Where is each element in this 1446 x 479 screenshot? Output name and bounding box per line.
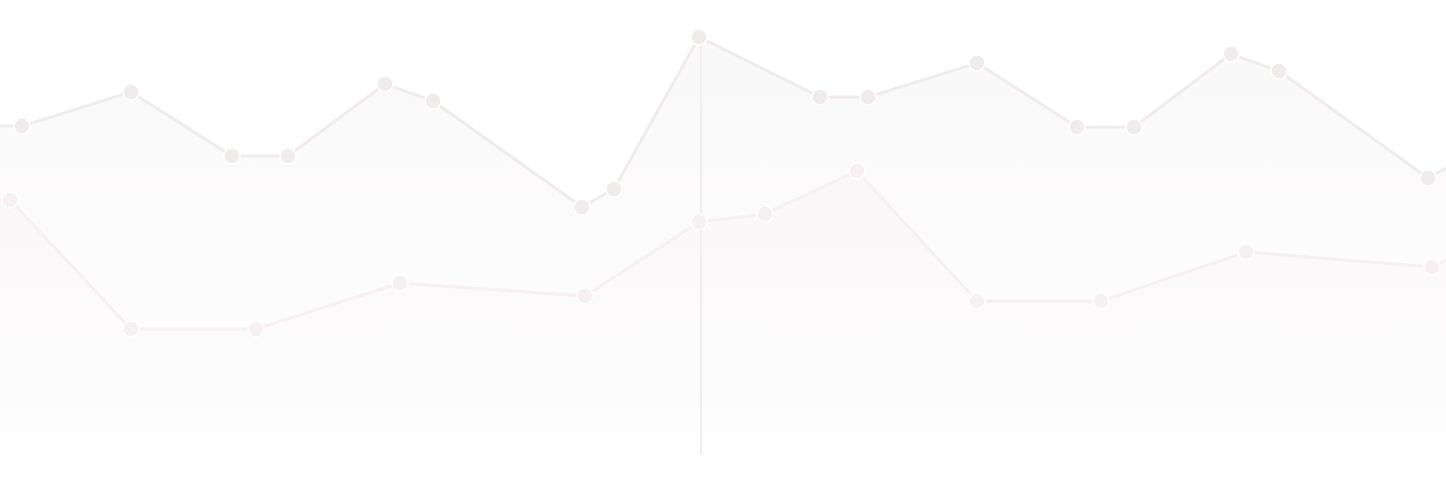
series-1-point-1[interactable] [122, 320, 140, 338]
series-0-point-11[interactable] [968, 54, 986, 72]
series-0-point-10[interactable] [859, 88, 877, 106]
series-0-point-13[interactable] [1125, 118, 1143, 136]
series-1-point-6[interactable] [756, 205, 774, 223]
series-0-point-14[interactable] [1222, 45, 1240, 63]
series-1-point-3[interactable] [391, 274, 409, 292]
series-0-point-5[interactable] [424, 92, 442, 110]
series-0-point-16[interactable] [1419, 169, 1437, 187]
series-1-point-4[interactable] [576, 287, 594, 305]
series-1-point-9[interactable] [1092, 292, 1110, 310]
series-0-point-9[interactable] [811, 88, 829, 106]
series-1-area [0, 171, 1446, 479]
series-0-point-0[interactable] [13, 117, 31, 135]
series-0-point-3[interactable] [279, 147, 297, 165]
series-0-point-4[interactable] [376, 75, 394, 93]
series-1-point-2[interactable] [247, 320, 265, 338]
series-0-point-1[interactable] [122, 83, 140, 101]
series-0-point-6[interactable] [573, 198, 591, 216]
series-1-point-5[interactable] [690, 213, 708, 231]
series-0-point-7[interactable] [605, 180, 623, 198]
series-1-line [0, 169, 1446, 331]
series-1-point-7[interactable] [848, 162, 866, 180]
series-1-point-0[interactable] [1, 191, 19, 209]
series-0-point-8[interactable] [690, 28, 708, 46]
series-1-point-10[interactable] [1237, 243, 1255, 261]
series-0-point-12[interactable] [1068, 118, 1086, 136]
series-0-point-15[interactable] [1270, 62, 1288, 80]
series-1-point-11[interactable] [1423, 258, 1441, 276]
series-1-point-8[interactable] [968, 292, 986, 310]
series-0-point-2[interactable] [223, 147, 241, 165]
